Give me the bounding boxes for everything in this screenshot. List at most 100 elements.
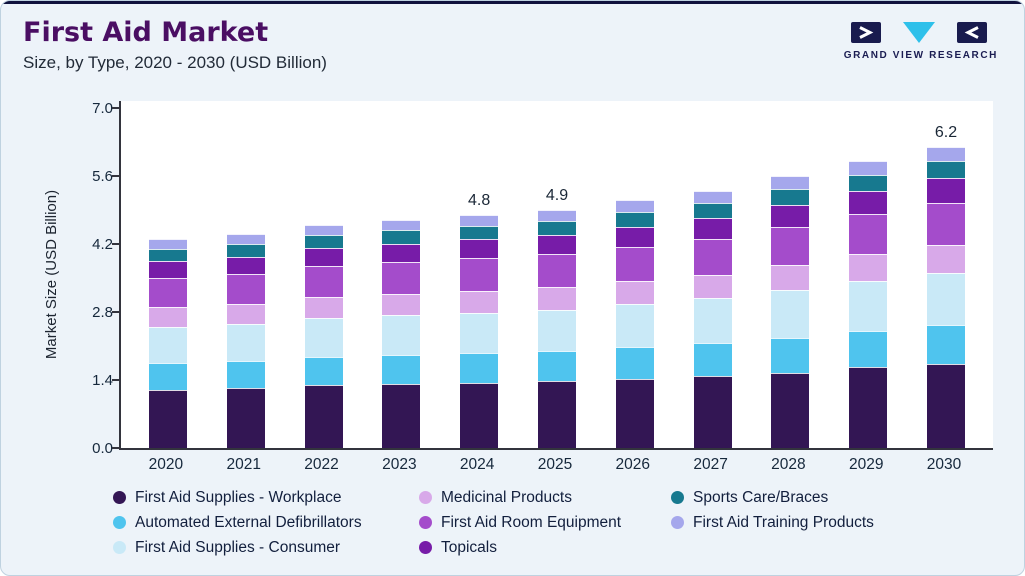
bar-2020	[148, 239, 187, 448]
bar-segment	[148, 248, 187, 262]
bar-slot-2030: 6.2	[914, 101, 978, 448]
x-tick-label: 2025	[537, 456, 573, 473]
legend-swatch	[419, 516, 432, 529]
x-axis-labels: 2020 2021 2022 2023 2024 2025 2026 2027 2028 2029…	[127, 456, 983, 474]
legend-item: First Aid Supplies - Consumer	[113, 538, 419, 557]
y-tick-mark	[112, 243, 119, 245]
bar-segment	[927, 325, 966, 364]
bar-segment	[849, 191, 888, 215]
bar-segment	[304, 317, 343, 357]
bar-segment	[460, 225, 499, 240]
legend-label: Medicinal Products	[441, 489, 572, 506]
bar-segment	[615, 304, 654, 348]
page-subtitle: Size, by Type, 2020 - 2030 (USD Billion)	[23, 53, 327, 73]
legend-swatch	[113, 516, 126, 529]
x-tick-label: 2024	[459, 456, 495, 473]
bar-2028	[771, 176, 810, 448]
y-tick-label: 2.8	[92, 304, 113, 321]
bar-slot-2022	[292, 101, 356, 448]
bar-segment	[382, 230, 421, 244]
bar-segment	[148, 326, 187, 364]
bar-segment	[226, 323, 265, 362]
bar-segment	[927, 272, 966, 326]
bar-segment	[537, 210, 576, 222]
bar-segment	[226, 256, 265, 275]
bar-segment	[382, 315, 421, 356]
bar-segment	[537, 234, 576, 255]
legend-item: First Aid Supplies - Workplace	[113, 488, 419, 507]
bar-segment	[382, 355, 421, 385]
bar-2021	[226, 234, 265, 448]
bar-segment	[849, 161, 888, 175]
legend-item: Automated External Defibrillators	[113, 513, 419, 532]
x-tick-label: 2026	[615, 456, 651, 473]
bar-segment	[771, 372, 810, 448]
bar-segment	[693, 217, 732, 239]
bar-segment	[226, 361, 265, 389]
bar-slot-2020	[136, 101, 200, 448]
bar-segment	[304, 234, 343, 248]
bar-segment	[537, 287, 576, 310]
bar-segment	[927, 244, 966, 273]
bar-segment	[537, 381, 576, 448]
page-title: First Aid Market	[23, 17, 269, 48]
legend-item: First Aid Training Products	[671, 513, 951, 532]
bar-slot-2023	[369, 101, 433, 448]
bar-segment	[927, 202, 966, 245]
bar-segment	[771, 264, 810, 291]
bar-value-label: 6.2	[934, 123, 958, 141]
bar-slot-2029	[836, 101, 900, 448]
bar-segment	[693, 202, 732, 218]
bar-segment	[382, 243, 421, 262]
bar-slot-2028	[758, 101, 822, 448]
bar-segment	[849, 174, 888, 192]
bar-2030: 6.2	[927, 124, 966, 448]
bar-segment	[226, 388, 265, 448]
bar-segment	[460, 312, 499, 354]
bar-segment	[226, 274, 265, 304]
y-tick-label: 4.2	[92, 236, 113, 253]
bar-segment	[849, 214, 888, 255]
plot-area: 4.8 4.9 6.2	[112, 101, 993, 450]
bar-segment	[304, 265, 343, 297]
bar-value-label: 4.9	[545, 187, 569, 205]
bar-segment	[771, 176, 810, 189]
top-accent-bar	[1, 1, 1024, 4]
legend-label: First Aid Supplies - Consumer	[135, 539, 341, 556]
bar-segment	[693, 298, 732, 344]
bar-segment	[849, 254, 888, 281]
bar-segment	[382, 294, 421, 316]
bar-segment	[771, 290, 810, 338]
bar-segment	[537, 254, 576, 288]
bar-segment	[460, 214, 499, 226]
bar-segment	[148, 307, 187, 327]
y-axis-ticks: 0.0 1.4 2.8 4.2 5.6 7.0	[61, 100, 113, 457]
bar-segment	[304, 247, 343, 266]
header: First Aid Market Size, by Type, 2020 - 2…	[23, 17, 998, 73]
legend-swatch	[113, 491, 126, 504]
title-block: First Aid Market Size, by Type, 2020 - 2…	[23, 17, 327, 73]
bar-segment	[849, 280, 888, 331]
bar-2023	[382, 219, 421, 448]
legend-label: Automated External Defibrillators	[135, 514, 362, 531]
bar-segment	[148, 261, 187, 279]
bar-segment	[615, 211, 654, 227]
bar-segment	[304, 356, 343, 386]
y-tick-label: 1.4	[92, 372, 113, 389]
y-axis-title: Market Size (USD Billion)	[43, 189, 61, 360]
bar-segment	[226, 234, 265, 245]
y-tick-mark	[112, 379, 119, 381]
bar-slot-2026	[603, 101, 667, 448]
legend-swatch	[113, 541, 126, 554]
bar-segment	[615, 281, 654, 305]
legend-item: Topicals	[419, 538, 671, 557]
bar-segment	[537, 350, 576, 382]
bar-segment	[148, 278, 187, 308]
legend-label: Topicals	[441, 539, 497, 556]
bar-segment	[615, 379, 654, 448]
bar-2029	[849, 161, 888, 448]
y-tick-label: 5.6	[92, 168, 113, 185]
bar-segment	[460, 382, 499, 448]
bar-segment	[693, 238, 732, 275]
